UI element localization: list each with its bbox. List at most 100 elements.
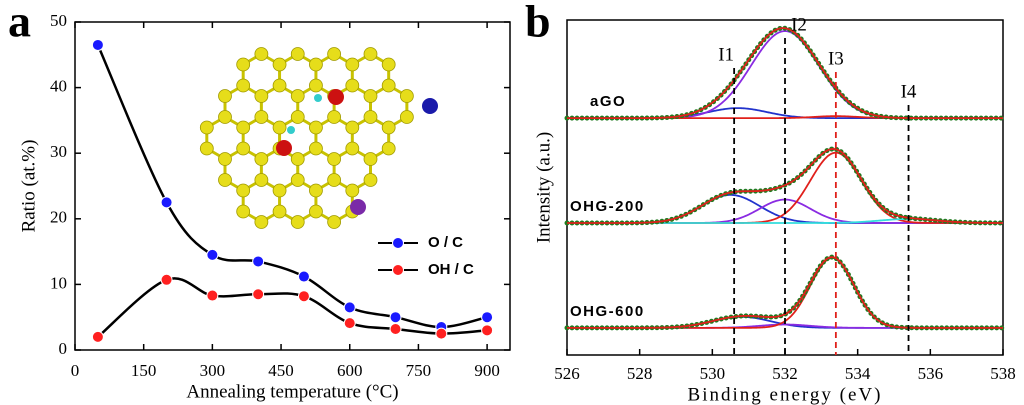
x-tick-label: 150 [131, 361, 157, 380]
x-tick-label: 534 [845, 364, 871, 383]
x-tick-label: 450 [268, 361, 294, 380]
molecule-atom [328, 111, 341, 124]
data-point [253, 256, 264, 267]
data-point [344, 302, 355, 313]
x-tick-label: 300 [200, 361, 226, 380]
molecule-atom [314, 94, 322, 102]
data-point [253, 289, 264, 300]
molecule-atom [237, 121, 250, 134]
legend-marker [393, 265, 404, 276]
x-tick-label: 750 [406, 361, 432, 380]
x-tick-label: 538 [990, 364, 1016, 383]
molecule-atom [237, 184, 250, 197]
y-tick-label: 10 [50, 273, 67, 292]
molecule-atom [346, 184, 359, 197]
fit-component [567, 31, 1003, 118]
x-tick-label: 532 [772, 364, 798, 383]
molecule-atom [328, 48, 341, 61]
molecule-atom [276, 140, 292, 156]
plot-frame [75, 22, 510, 350]
x-tick-label: 528 [627, 364, 653, 383]
molecule-atom [237, 205, 250, 218]
x-tick-label: 900 [474, 361, 500, 380]
molecule-atom [219, 90, 232, 103]
x-tick-label: 536 [918, 364, 944, 383]
molecule-atom [287, 126, 295, 134]
molecule-atom [346, 142, 359, 155]
molecule-atom [346, 79, 359, 92]
molecule-atom [328, 174, 341, 187]
molecule-atom [219, 153, 232, 166]
molecule-atom [309, 121, 322, 134]
molecule-atom [255, 174, 268, 187]
y-axis-label: Ratio (at.%) [18, 140, 39, 233]
molecule-atom [219, 111, 232, 124]
molecule-atom [219, 174, 232, 187]
legend-label: OH / C [428, 261, 474, 278]
molecule-atom [309, 79, 322, 92]
molecule-atom [291, 90, 304, 103]
legend-label: O / C [428, 234, 463, 251]
molecule-atom [237, 142, 250, 155]
panel-label: a [8, 0, 31, 47]
molecule-atom [382, 142, 395, 155]
molecule-atom [291, 216, 304, 229]
molecule-atom [200, 142, 213, 155]
data-point [92, 331, 103, 342]
spectrum-label: OHG-600 [570, 303, 645, 320]
figure: 015030045060075090001020304050Annealing … [0, 0, 1024, 405]
reference-label: I1 [718, 44, 734, 65]
data-point [298, 291, 309, 302]
molecule-atom [346, 58, 359, 71]
data-point [161, 274, 172, 285]
molecule-atom [364, 48, 377, 61]
molecule-atom [422, 98, 438, 114]
molecule-atom [382, 58, 395, 71]
molecule-atom [400, 90, 413, 103]
x-tick-label: 526 [554, 364, 580, 383]
molecule-atom [364, 153, 377, 166]
data-point [298, 271, 309, 282]
y-tick-label: 30 [50, 142, 67, 161]
data-point [207, 249, 218, 260]
molecule-atom [346, 121, 359, 134]
molecule-atom [291, 153, 304, 166]
molecule-atom [309, 58, 322, 71]
molecule-atom [309, 184, 322, 197]
data-point [482, 325, 493, 336]
x-tick-label: 600 [337, 361, 363, 380]
molecule-atom [328, 216, 341, 229]
molecule-atom [255, 216, 268, 229]
data-point [390, 324, 401, 335]
molecule-atom [364, 111, 377, 124]
molecule-atom [273, 79, 286, 92]
data-point [161, 197, 172, 208]
reference-label: I3 [828, 48, 844, 69]
molecule-atom [255, 111, 268, 124]
molecule-atom [382, 121, 395, 134]
molecule-atom [237, 79, 250, 92]
y-tick-label: 50 [50, 11, 67, 30]
molecule-atom [255, 153, 268, 166]
data-point [482, 312, 493, 323]
x-axis-label: Binding energy (eV) [688, 384, 883, 405]
y-axis-label: Intensity (a.u.) [533, 132, 554, 243]
molecule-atom [382, 79, 395, 92]
molecule-atom [200, 121, 213, 134]
x-tick-label: 0 [71, 361, 80, 380]
molecule-atom [364, 90, 377, 103]
molecule-atom [291, 174, 304, 187]
data-point [207, 290, 218, 301]
molecule-atom [273, 184, 286, 197]
data-point [92, 39, 103, 50]
page: {"chart_data": [ {"type": "scatter", "la… [0, 0, 1024, 405]
molecule-atom [273, 121, 286, 134]
molecule-atom [273, 205, 286, 218]
molecule-atom [328, 89, 344, 105]
molecule-atom [237, 58, 250, 71]
molecule-atom [291, 111, 304, 124]
molecule-atom [255, 90, 268, 103]
y-tick-label: 40 [50, 77, 67, 96]
molecule-atom [400, 111, 413, 124]
y-tick-label: 0 [59, 339, 68, 358]
